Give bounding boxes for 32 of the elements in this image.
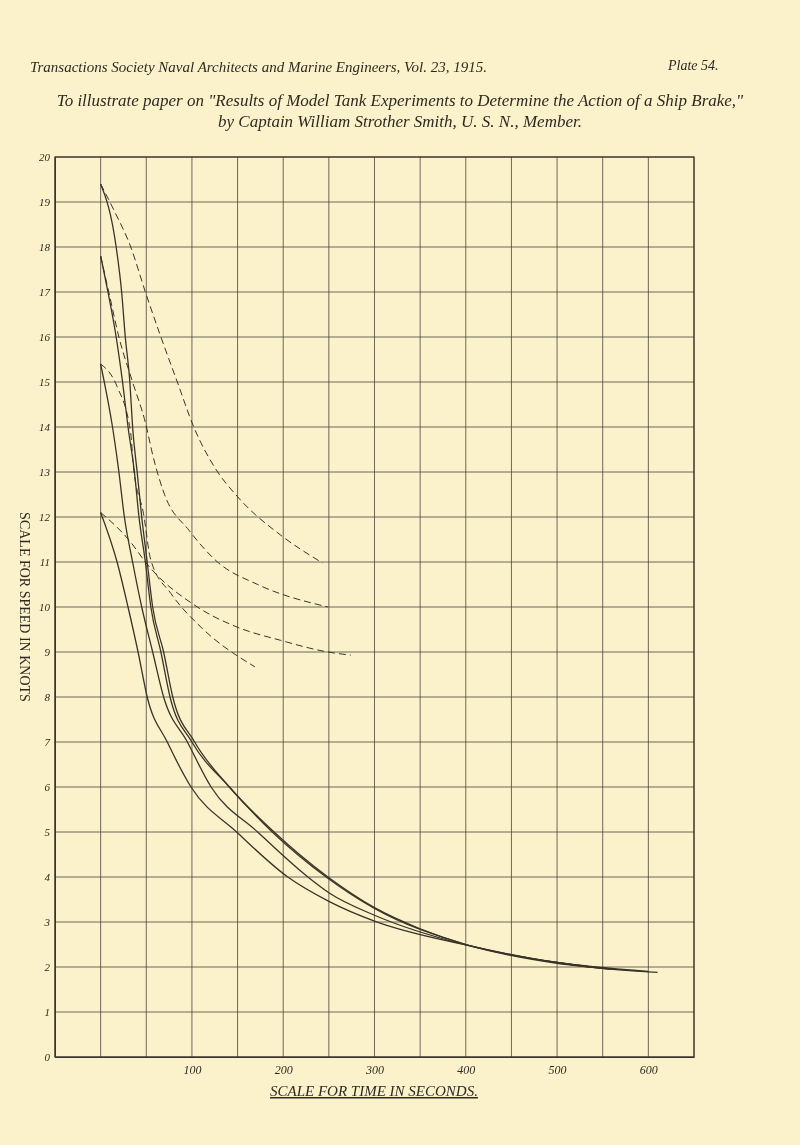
x-tick-label: 100 (183, 1062, 202, 1077)
y-tick-label: 2 (44, 961, 51, 974)
y-tick-label: 0 (44, 1051, 51, 1064)
y-tick-label: 3 (43, 916, 51, 929)
text: Plate 54. (667, 58, 719, 73)
y-axis-title: SCALE FOR SPEED IN KNOTS (17, 512, 32, 702)
y-tick-label: 6 (44, 781, 51, 794)
y-tick-label: 18 (39, 241, 51, 254)
y-tick-label: 4 (44, 871, 51, 884)
chart-subtitle: To illustrate paper on "Results of Model Tank Experiments to Determine the Action of a Ship Brake," by Captain William Strother Smith, U. S. N., Member. (56, 91, 745, 131)
x-tick-label: 400 (457, 1062, 476, 1077)
y-tick-label: 8 (44, 691, 51, 704)
x-tick-label: 200 (274, 1062, 293, 1077)
y-tick-label: 12 (39, 511, 51, 524)
y-tick-label: 1 (44, 1006, 50, 1019)
x-tick-label: 600 (639, 1062, 658, 1077)
y-tick-label: 5 (44, 826, 51, 839)
y-tick-label: 10 (39, 601, 51, 614)
y-tick-label: 14 (39, 421, 51, 434)
y-tick-label: 9 (44, 646, 51, 659)
y-tick-label: 16 (39, 331, 51, 344)
y-tick-label: 11 (39, 556, 50, 569)
y-tick-label: 19 (39, 196, 51, 209)
y-tick-label: 20 (39, 151, 51, 164)
y-tick-label: 7 (44, 736, 51, 749)
y-tick-label: 15 (39, 376, 51, 389)
x-tick-label: 500 (548, 1062, 567, 1077)
chart-title: Transactions Society Naval Architects and Marine Engineers, Vol. 23, 1915. (30, 59, 488, 75)
y-tick-label: 13 (39, 466, 51, 479)
x-tick-label: 300 (365, 1062, 384, 1077)
x-axis-title: SCALE FOR TIME IN SECONDS. (270, 1083, 478, 1099)
y-tick-label: 17 (39, 286, 51, 299)
